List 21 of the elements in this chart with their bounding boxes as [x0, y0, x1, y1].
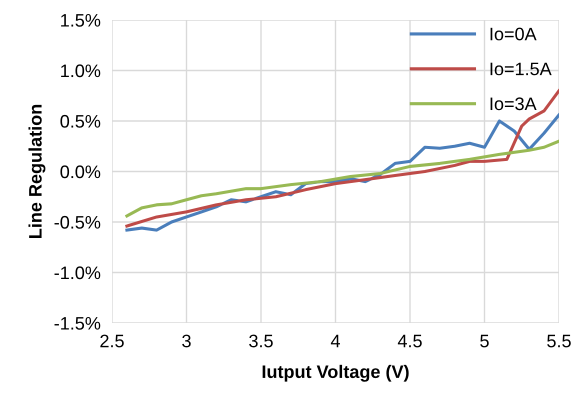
x-axis-title: Iutput Voltage (V) — [262, 364, 409, 382]
x-tick-label: 5.5 — [547, 334, 571, 348]
legend-label: Io=0A — [490, 28, 537, 40]
y-tick-label: 0.5% — [60, 114, 100, 128]
legend-label: Io=3A — [490, 97, 537, 110]
y-tick-label: -1.5% — [54, 317, 100, 330]
y-tick-label: -0.5% — [54, 216, 100, 229]
x-tick-label: 3.5 — [249, 334, 273, 348]
line-series — [125, 89, 559, 228]
y-tick-label: -1.0% — [54, 266, 100, 280]
x-tick-label: 3 — [182, 334, 191, 348]
y-axis-title: Line Regulation — [28, 104, 46, 238]
line-series — [125, 140, 559, 218]
y-tick-label: 1.5% — [61, 14, 100, 27]
x-tick-label: 2.5 — [100, 334, 124, 348]
x-tick-label: 5 — [480, 334, 489, 348]
legend-label: Io=1.5A — [490, 62, 552, 76]
x-tick-label: 4.5 — [398, 334, 422, 348]
y-tick-label: 1.0% — [61, 64, 100, 78]
x-tick-label: 4 — [330, 334, 340, 348]
y-tick-label: 0.0% — [60, 165, 100, 178]
